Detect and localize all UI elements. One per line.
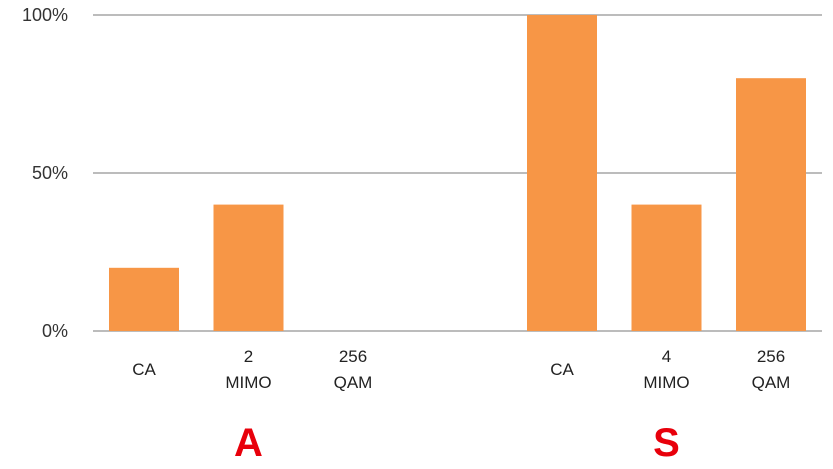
category-label: CA xyxy=(550,360,574,379)
category-label: 256 xyxy=(339,347,367,366)
category-label: 2 xyxy=(244,347,253,366)
bar xyxy=(213,204,284,331)
bar xyxy=(631,204,702,331)
category-label: 4 xyxy=(662,347,671,366)
category-label: MIMO xyxy=(225,373,271,392)
group-label: S xyxy=(653,421,680,465)
group-label: A xyxy=(234,421,263,465)
y-tick-label: 100% xyxy=(22,5,68,25)
gridlines xyxy=(93,14,822,332)
bars xyxy=(109,15,806,331)
category-label: QAM xyxy=(752,373,791,392)
category-label: MIMO xyxy=(643,373,689,392)
y-tick-label: 0% xyxy=(42,321,68,341)
category-label: QAM xyxy=(334,373,373,392)
bar xyxy=(109,267,179,331)
labels: 0% 50% 100% CA 2 MIMO 256 QAM A CA 4 MIMO 256 QAM S xyxy=(22,5,790,465)
y-tick-label: 50% xyxy=(32,163,68,183)
bar xyxy=(736,78,806,331)
bar xyxy=(527,15,597,331)
category-label: 256 xyxy=(757,347,785,366)
category-label: CA xyxy=(132,360,156,379)
